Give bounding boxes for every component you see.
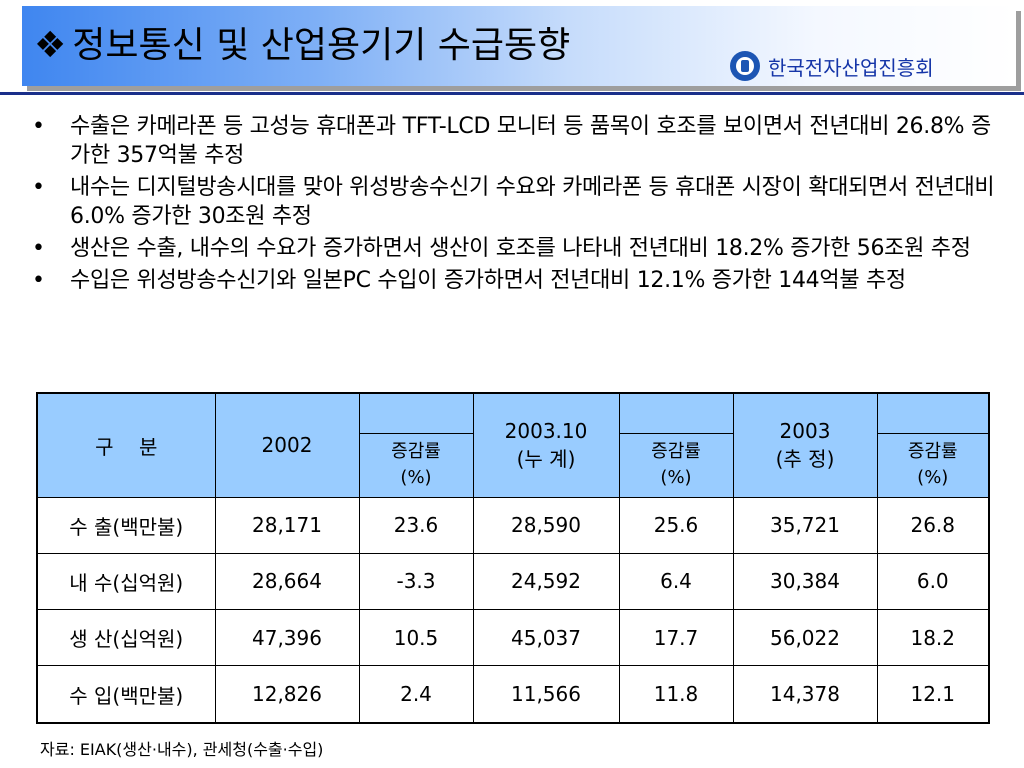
title-banner — [22, 6, 1016, 86]
header-rate-unit: (%) — [660, 467, 692, 488]
cell-2003-10: 11,566 — [472, 665, 620, 724]
bullet-text: 수출은 카메라폰 등 고성능 휴대폰과 TFT-LCD 모니터 등 품목이 호조… — [70, 114, 991, 168]
header-blank — [618, 392, 734, 434]
cell-2003: 14,378 — [732, 665, 878, 724]
bullet-dot-icon: • — [32, 268, 45, 293]
row-label: 내 수(십억원) — [36, 552, 216, 611]
cell-rate: 23.6 — [358, 496, 474, 554]
cell-rate: -3.3 — [358, 552, 474, 611]
cell-2003-10: 28,590 — [472, 496, 620, 554]
header-2002: 2002 — [214, 392, 360, 498]
table-row: 수 출(백만불) 28,171 23.6 28,590 25.6 35,721 … — [36, 496, 990, 554]
cell-2002: 28,171 — [214, 496, 360, 554]
bullet-dot-icon: • — [32, 114, 45, 139]
slide-title: ❖ 정보통신 및 산업용기기 수급동향 — [34, 14, 570, 78]
header-2003-10-note: (누 계) — [516, 446, 576, 471]
header-2003: 2003 (추 정) — [732, 392, 878, 498]
table-row: 내 수(십억원) 28,664 -3.3 24,592 6.4 30,384 6… — [36, 552, 990, 611]
row-label: 생 산(십억원) — [36, 608, 216, 667]
header-category: 구 분 — [36, 392, 216, 498]
header-2003-10-year: 2003.10 — [504, 418, 588, 443]
cell-rate: 10.5 — [358, 608, 474, 667]
bullet-dot-icon: • — [32, 175, 45, 200]
table-row: 수 입(백만불) 12,826 2.4 11,566 11.8 14,378 1… — [36, 665, 990, 724]
supply-demand-table-container: 구 분 2002 2003.10 (누 계) 2003 (추 정) 증감률 (%… — [36, 392, 990, 724]
cell-rate: 25.6 — [618, 496, 734, 554]
header-blank — [876, 392, 990, 434]
header-divider — [0, 92, 1024, 95]
header-2003-10: 2003.10 (누 계) — [472, 392, 620, 498]
cell-rate: 17.7 — [618, 608, 734, 667]
organization-name: 한국전자산업진흥회 — [768, 55, 934, 80]
cell-2002: 47,396 — [214, 608, 360, 667]
cell-2002: 12,826 — [214, 665, 360, 724]
kea-logo-icon — [730, 51, 760, 81]
table-row: 생 산(십억원) 47,396 10.5 45,037 17.7 56,022 … — [36, 608, 990, 667]
cell-rate: 6.0 — [876, 552, 990, 611]
header-rate: 증감률 (%) — [358, 432, 474, 498]
header-rate-unit: (%) — [917, 467, 949, 488]
cell-2003-10: 45,037 — [472, 608, 620, 667]
summary-bullet-list: • 수출은 카메라폰 등 고성능 휴대폰과 TFT-LCD 모니터 등 품목이 호… — [30, 112, 1000, 298]
header-2003-year: 2003 — [779, 418, 831, 443]
bullet-item-domestic: • 내수는 디지털방송시대를 맞아 위성방송수신기 수요와 카메라폰 등 휴대폰 … — [30, 173, 1000, 231]
header-rate-unit: (%) — [400, 467, 432, 488]
cell-rate: 12.1 — [876, 665, 990, 724]
bullet-text: 수입은 위성방송수신기와 일본PC 수입이 증가하면서 전년대비 12.1% 증… — [70, 268, 906, 293]
cell-rate: 11.8 — [618, 665, 734, 724]
cell-2003-10: 24,592 — [472, 552, 620, 611]
organization-brand: 한국전자산업진흥회 — [730, 46, 934, 86]
slide-title-text: 정보통신 및 산업용기기 수급동향 — [72, 25, 571, 66]
bullet-item-production: • 생산은 수출, 내수의 수요가 증가하면서 생산이 호조를 나타내 전년대비 … — [30, 234, 1000, 263]
source-note: 자료: EIAK(생산·내수), 관세청(수출·수입) — [40, 740, 324, 759]
cell-rate: 18.2 — [876, 608, 990, 667]
bullet-dot-icon: • — [32, 236, 45, 261]
bullet-text: 내수는 디지털방송시대를 맞아 위성방송수신기 수요와 카메라폰 등 휴대폰 시… — [70, 175, 995, 229]
cell-2002: 28,664 — [214, 552, 360, 611]
header-rate-label: 증감률 — [391, 441, 441, 462]
header-rate: 증감률 (%) — [618, 432, 734, 498]
cell-2003: 30,384 — [732, 552, 878, 611]
header-rate: 증감률 (%) — [876, 432, 990, 498]
cell-2003: 35,721 — [732, 496, 878, 554]
header-rate-label: 증감률 — [651, 441, 701, 462]
cell-rate: 2.4 — [358, 665, 474, 724]
bullet-item-export: • 수출은 카메라폰 등 고성능 휴대폰과 TFT-LCD 모니터 등 품목이 호… — [30, 112, 1000, 170]
cell-rate: 6.4 — [618, 552, 734, 611]
row-label: 수 출(백만불) — [36, 496, 216, 554]
cell-2003: 56,022 — [732, 608, 878, 667]
diamond-bullet-icon: ❖ — [34, 25, 67, 66]
header-rate-label: 증감률 — [907, 441, 958, 462]
supply-demand-table: 구 분 2002 2003.10 (누 계) 2003 (추 정) 증감률 (%… — [36, 392, 990, 724]
header-2003-note: (추 정) — [775, 446, 835, 471]
bullet-item-import: • 수입은 위성방송수신기와 일본PC 수입이 증가하면서 전년대비 12.1% … — [30, 266, 1000, 295]
header-blank — [358, 392, 474, 434]
bullet-text: 생산은 수출, 내수의 수요가 증가하면서 생산이 호조를 나타내 전년대비 1… — [70, 236, 971, 261]
cell-rate: 26.8 — [876, 496, 990, 554]
row-label: 수 입(백만불) — [36, 665, 216, 724]
